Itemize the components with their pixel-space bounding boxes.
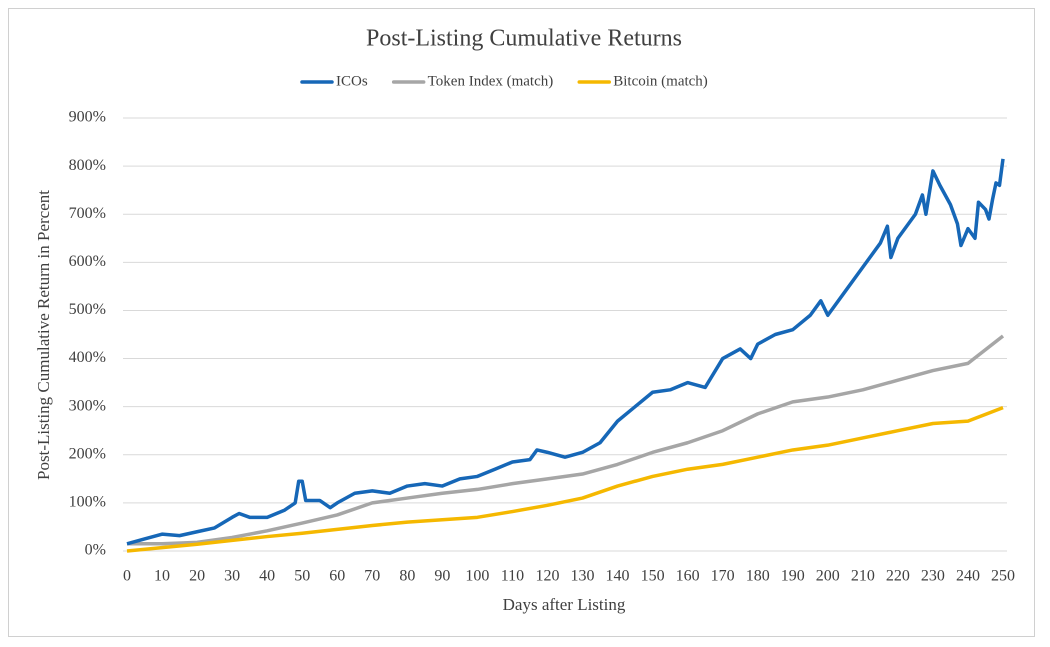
y-tick-label: 400% xyxy=(69,349,106,366)
x-tick-label: 180 xyxy=(746,568,770,585)
y-tick-label: 0% xyxy=(85,542,106,559)
legend-label: Bitcoin (match) xyxy=(613,73,708,89)
y-axis-label: Post-Listing Cumulative Return in Percen… xyxy=(34,190,53,480)
y-tick-label: 300% xyxy=(69,397,106,414)
x-tick-label: 50 xyxy=(294,568,310,585)
x-tick-label: 20 xyxy=(189,568,205,585)
x-tick-label: 100 xyxy=(465,568,489,585)
x-tick-label: 240 xyxy=(956,568,980,585)
x-tick-label: 210 xyxy=(851,568,875,585)
x-tick-label: 150 xyxy=(641,568,665,585)
x-tick-label: 250 xyxy=(991,568,1015,585)
x-tick-label: 220 xyxy=(886,568,910,585)
x-tick-label: 70 xyxy=(364,568,380,585)
x-tick-label: 170 xyxy=(711,568,735,585)
x-tick-label: 160 xyxy=(676,568,700,585)
y-tick-label: 600% xyxy=(69,253,106,270)
x-tick-label: 190 xyxy=(781,568,805,585)
y-tick-label: 200% xyxy=(69,445,106,462)
chart-frame xyxy=(8,8,1035,637)
legend-label: ICOs xyxy=(336,73,368,89)
x-tick-label: 110 xyxy=(501,568,524,585)
y-tick-label: 100% xyxy=(69,494,106,511)
series-line xyxy=(127,334,1005,546)
x-tick-label: 120 xyxy=(535,568,559,585)
series-line xyxy=(126,405,1004,553)
x-tick-label: 90 xyxy=(434,568,450,585)
x-tick-label: 130 xyxy=(571,568,595,585)
x-tick-label: 30 xyxy=(224,568,240,585)
x-tick-label: 0 xyxy=(123,568,131,585)
x-tick-label: 40 xyxy=(259,568,275,585)
legend-label: Token Index (match) xyxy=(428,73,554,89)
x-tick-label: 10 xyxy=(154,568,170,585)
series-line xyxy=(126,158,1005,546)
y-tick-label: 900% xyxy=(69,109,106,126)
x-tick-label: 60 xyxy=(329,568,345,585)
y-tick-label: 800% xyxy=(69,157,106,174)
x-axis-label: Days after Listing xyxy=(503,595,626,614)
chart-title: Post-Listing Cumulative Returns xyxy=(366,26,682,52)
x-tick-label: 230 xyxy=(921,568,945,585)
x-tick-label: 80 xyxy=(399,568,415,585)
x-tick-label: 140 xyxy=(606,568,630,585)
y-tick-label: 700% xyxy=(69,205,106,222)
x-tick-label: 200 xyxy=(816,568,840,585)
y-tick-label: 500% xyxy=(69,301,106,318)
